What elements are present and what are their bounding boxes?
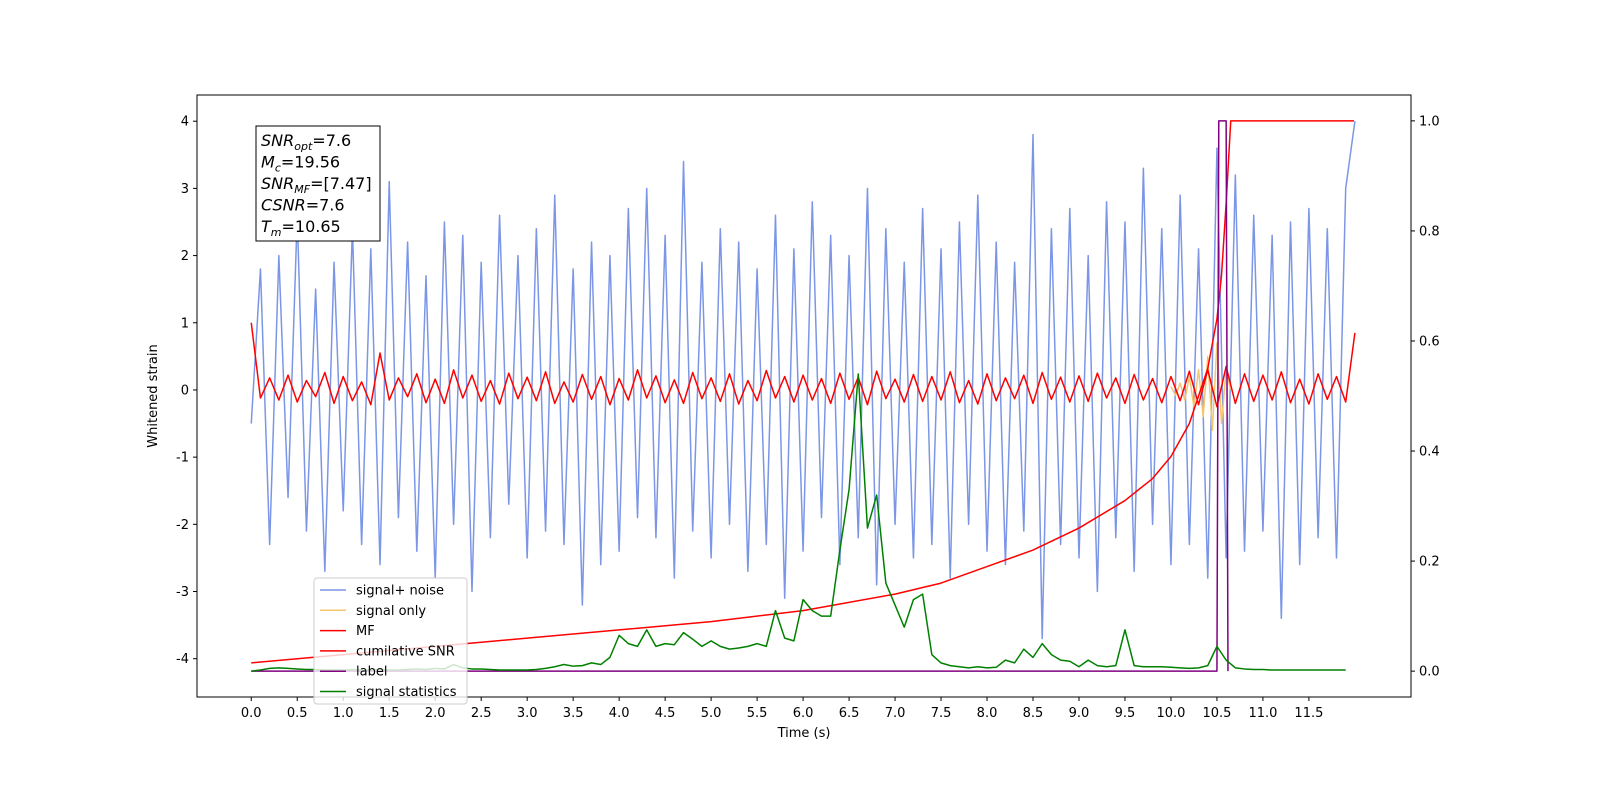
- x-tick-label: 5.5: [747, 706, 768, 721]
- annotation-symbol: CSNR: [261, 196, 306, 215]
- y2-tick-label: 0.2: [1419, 555, 1440, 570]
- y-tick-label: 0: [181, 383, 189, 398]
- annotation-symbol: SNR: [261, 174, 294, 193]
- legend-label: signal+ noise: [356, 584, 444, 599]
- legend-label: signal statistics: [356, 685, 457, 700]
- x-tick-label: 4.0: [609, 706, 630, 721]
- x-tick-label: 5.0: [701, 706, 722, 721]
- annotation: Mc=19.56: [261, 153, 340, 175]
- x-tick-label: 6.0: [793, 706, 814, 721]
- x-tick-label: 0.0: [241, 706, 262, 721]
- y-tick-label: 2: [181, 249, 189, 264]
- x-tick-label: 10.0: [1156, 706, 1185, 721]
- x-tick-label: 6.5: [839, 706, 860, 721]
- y2-tick-label: 0.0: [1419, 665, 1440, 680]
- x-tick-label: 9.0: [1069, 706, 1090, 721]
- y-tick-label: -4: [176, 652, 189, 667]
- y-tick-label: 1: [181, 316, 189, 331]
- y-tick-label: -3: [176, 585, 189, 600]
- x-tick-label: 8.0: [977, 706, 998, 721]
- y-tick-label: 4: [181, 115, 189, 130]
- annotation-subscript: c: [275, 162, 281, 175]
- y-tick-label: 3: [181, 182, 189, 197]
- annotation-box: [255, 125, 381, 242]
- annotation-subscript: MF: [294, 183, 310, 196]
- annotation-subscript: m: [271, 226, 282, 239]
- annotation: SNRMF=[7.47]: [261, 174, 372, 196]
- x-tick-label: 1.5: [379, 706, 400, 721]
- annotation-symbol: M: [261, 153, 275, 172]
- annotation-subscript: opt: [294, 140, 313, 153]
- y-axis-label: Whitened strain: [146, 344, 161, 447]
- y-tick-label: -2: [176, 518, 189, 533]
- annotation-text: =10.65: [282, 217, 341, 236]
- annotation-symbol: SNR: [261, 131, 294, 150]
- series-line: [250, 322, 1356, 408]
- y2-tick-label: 1.0: [1419, 114, 1440, 129]
- x-tick-label: 3.0: [517, 706, 538, 721]
- x-tick-label: 11.5: [1294, 706, 1323, 721]
- annotation-text: =7.6: [312, 131, 351, 150]
- annotation-text: =19.56: [281, 153, 340, 172]
- legend-label: cumilative SNR: [356, 644, 455, 659]
- x-tick-label: 4.5: [655, 706, 676, 721]
- annotation: Tm=10.65: [261, 217, 341, 239]
- axes-frame: [196, 94, 1412, 698]
- legend-label: label: [356, 665, 387, 680]
- x-tick-label: 1.0: [333, 706, 354, 721]
- y2-tick-label: 0.8: [1419, 224, 1440, 239]
- x-tick-label: 10.5: [1202, 706, 1231, 721]
- annotation-text: =7.6: [306, 196, 345, 215]
- x-tick-label: 8.5: [1023, 706, 1044, 721]
- annotation-symbol: T: [261, 217, 272, 236]
- series-line: [251, 120, 1354, 664]
- x-tick-label: 0.5: [287, 706, 308, 721]
- y2-tick-label: 0.6: [1419, 334, 1440, 349]
- y2-tick-label: 0.4: [1419, 445, 1440, 460]
- annotation-text: =[7.47]: [310, 174, 372, 193]
- legend-label: signal only: [356, 604, 426, 619]
- x-tick-label: 9.5: [1115, 706, 1136, 721]
- x-tick-label: 7.0: [885, 706, 906, 721]
- legend-box: [313, 577, 468, 705]
- x-tick-label: 2.0: [425, 706, 446, 721]
- y-tick-label: -1: [176, 451, 189, 466]
- x-tick-label: 11.0: [1248, 706, 1277, 721]
- x-tick-label: 2.5: [471, 706, 492, 721]
- legend-label: MF: [356, 624, 375, 639]
- x-axis-label: Time (s): [777, 726, 831, 741]
- series-line: [251, 120, 1229, 672]
- x-tick-label: 3.5: [563, 706, 584, 721]
- annotation: SNRopt=7.6: [261, 131, 351, 153]
- annotation: CSNR=7.6: [261, 196, 345, 215]
- x-tick-label: 7.5: [931, 706, 952, 721]
